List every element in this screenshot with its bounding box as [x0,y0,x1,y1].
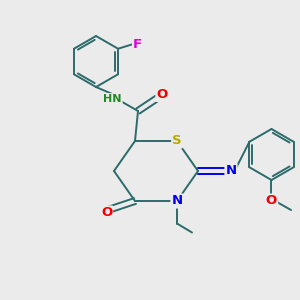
Text: S: S [172,134,182,148]
Text: N: N [225,164,237,178]
Text: N: N [171,194,183,208]
Text: O: O [156,88,168,101]
Text: F: F [133,38,142,51]
Text: HN: HN [103,94,122,104]
Text: O: O [101,206,112,220]
Text: O: O [266,194,277,208]
